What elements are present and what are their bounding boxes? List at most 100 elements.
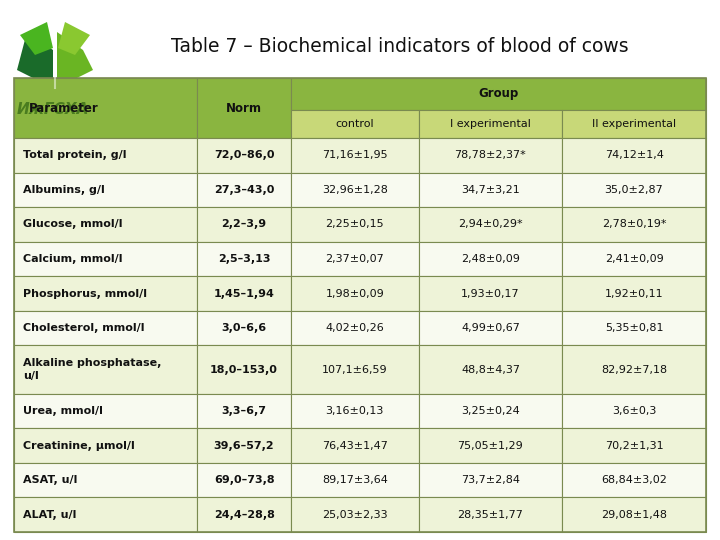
Bar (291, 311, 419, 346)
Bar (197, 463, 291, 497)
Bar (197, 242, 291, 276)
Bar (562, 428, 706, 463)
Bar (419, 242, 562, 276)
Text: 71,16±1,95: 71,16±1,95 (322, 150, 387, 160)
Text: 2,37±0,07: 2,37±0,07 (325, 254, 384, 264)
Bar (197, 138, 291, 173)
Text: 2,94±0,29*: 2,94±0,29* (458, 219, 523, 230)
Bar (14, 138, 197, 173)
Bar (291, 78, 706, 110)
Bar (14, 463, 197, 497)
Bar (291, 346, 419, 394)
Polygon shape (20, 22, 53, 55)
Polygon shape (57, 32, 93, 88)
Text: 3,16±0,13: 3,16±0,13 (325, 406, 384, 416)
Text: Phosphorus, mmol/l: Phosphorus, mmol/l (23, 288, 147, 299)
Bar (291, 276, 419, 311)
Text: 74,12±1,4: 74,12±1,4 (605, 150, 663, 160)
Polygon shape (58, 22, 90, 55)
Bar (291, 138, 419, 173)
Text: 48,8±4,37: 48,8±4,37 (461, 364, 520, 375)
Bar (14, 346, 197, 394)
Text: 107,1±6,59: 107,1±6,59 (322, 364, 387, 375)
Bar (562, 497, 706, 532)
Bar (562, 311, 706, 346)
Bar (197, 78, 291, 138)
Text: 29,08±1,48: 29,08±1,48 (601, 510, 667, 519)
Bar (14, 78, 197, 138)
Bar (419, 394, 562, 428)
Text: 69,0–73,8: 69,0–73,8 (214, 475, 274, 485)
Text: Cholesterol, mmol/l: Cholesterol, mmol/l (23, 323, 145, 333)
Bar (291, 463, 419, 497)
Bar (562, 173, 706, 207)
Bar (197, 428, 291, 463)
Text: 18,0–153,0: 18,0–153,0 (210, 364, 278, 375)
Bar (197, 276, 291, 311)
Text: 2,25±0,15: 2,25±0,15 (325, 219, 384, 230)
Bar (197, 346, 291, 394)
Text: 78,78±2,37*: 78,78±2,37* (454, 150, 526, 160)
Text: 1,45–1,94: 1,45–1,94 (214, 288, 274, 299)
Text: 28,35±1,77: 28,35±1,77 (457, 510, 523, 519)
Bar (562, 207, 706, 242)
Bar (291, 497, 419, 532)
Text: 70,2±1,31: 70,2±1,31 (605, 441, 663, 450)
Bar (419, 173, 562, 207)
Bar (291, 110, 419, 138)
Text: 68,84±3,02: 68,84±3,02 (601, 475, 667, 485)
Text: 1,98±0,09: 1,98±0,09 (325, 288, 384, 299)
Bar (291, 242, 419, 276)
Text: 82,92±7,18: 82,92±7,18 (601, 364, 667, 375)
Text: I experimental: I experimental (450, 119, 531, 129)
Bar (14, 428, 197, 463)
Bar (419, 207, 562, 242)
Bar (291, 207, 419, 242)
Text: 2,5–3,13: 2,5–3,13 (218, 254, 270, 264)
Text: 24,4–28,8: 24,4–28,8 (214, 510, 274, 519)
Bar (14, 276, 197, 311)
Bar (562, 276, 706, 311)
Text: ALAT, u/l: ALAT, u/l (23, 510, 76, 519)
Text: Group: Group (478, 87, 518, 100)
Polygon shape (17, 32, 53, 88)
Bar (419, 428, 562, 463)
Bar (562, 242, 706, 276)
Text: 5,35±0,81: 5,35±0,81 (605, 323, 663, 333)
Bar (14, 173, 197, 207)
Text: 72,0–86,0: 72,0–86,0 (214, 150, 274, 160)
Text: 2,2–3,9: 2,2–3,9 (222, 219, 266, 230)
Bar (419, 497, 562, 532)
Text: Urea, mmol/l: Urea, mmol/l (23, 406, 103, 416)
Bar (419, 463, 562, 497)
Text: 76,43±1,47: 76,43±1,47 (322, 441, 388, 450)
Bar (419, 276, 562, 311)
Text: 27,3–43,0: 27,3–43,0 (214, 185, 274, 195)
Text: Calcium, mmol/l: Calcium, mmol/l (23, 254, 122, 264)
Bar (197, 311, 291, 346)
Bar (291, 173, 419, 207)
Bar (291, 394, 419, 428)
Text: 73,7±2,84: 73,7±2,84 (461, 475, 520, 485)
Text: Parameter: Parameter (29, 102, 99, 114)
Text: 3,0–6,6: 3,0–6,6 (222, 323, 266, 333)
Text: II experimental: II experimental (592, 119, 676, 129)
Bar (197, 207, 291, 242)
Bar (562, 110, 706, 138)
Text: 39,6–57,2: 39,6–57,2 (214, 441, 274, 450)
Bar (419, 138, 562, 173)
Text: 89,17±3,64: 89,17±3,64 (322, 475, 388, 485)
Bar (562, 463, 706, 497)
Text: control: control (336, 119, 374, 129)
Text: Norm: Norm (226, 102, 262, 114)
Bar (419, 346, 562, 394)
Bar (562, 138, 706, 173)
Bar (562, 346, 706, 394)
Bar (197, 394, 291, 428)
Text: 3,3–6,7: 3,3–6,7 (222, 406, 266, 416)
Bar (291, 428, 419, 463)
Text: Total protein, g/l: Total protein, g/l (23, 150, 127, 160)
Text: 2,48±0,09: 2,48±0,09 (461, 254, 520, 264)
Text: Albumins, g/l: Albumins, g/l (23, 185, 105, 195)
Bar (197, 497, 291, 532)
